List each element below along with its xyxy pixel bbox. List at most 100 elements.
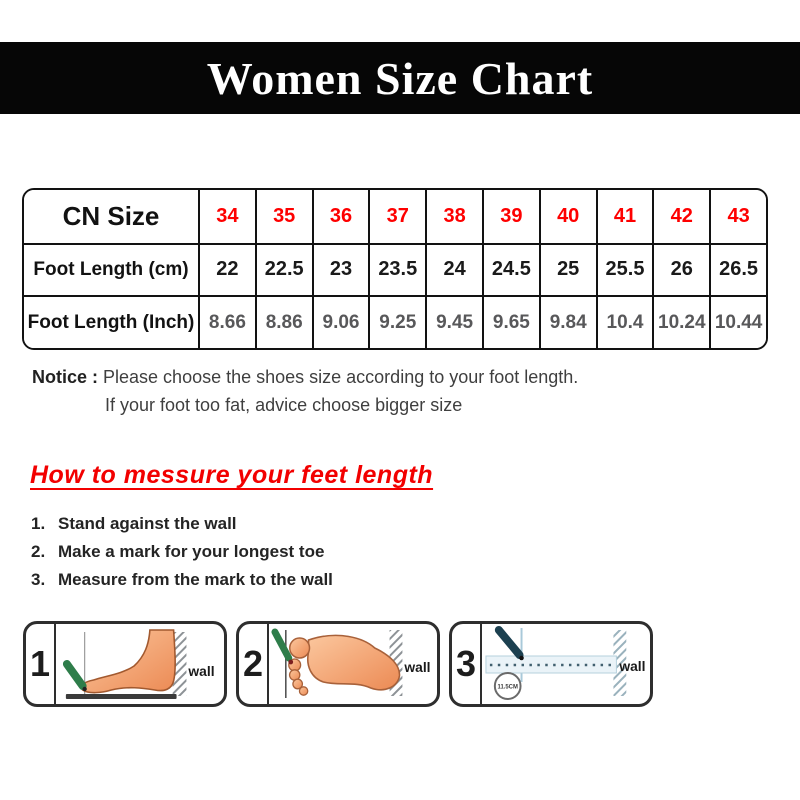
panel-body-3: 11.5CM wall	[482, 624, 650, 704]
row-label-cell: Foot Length (Inch)	[24, 295, 198, 348]
panel-step-2: 2	[236, 621, 440, 707]
step-number: 3.	[31, 570, 46, 589]
panel-step-3: 3 11.5CM wall	[449, 621, 653, 707]
inch-cell: 8.66	[198, 295, 255, 348]
pencil-icon	[494, 626, 524, 659]
inch-cell: 10.24	[652, 295, 710, 348]
inch-value: 9.25	[379, 311, 417, 333]
measure-tape-illustration: 11.5CM wall	[485, 626, 645, 700]
inch-value: 8.66	[208, 311, 246, 333]
cm-cell: 23.5	[368, 242, 426, 296]
inch-cell: 10.4	[595, 295, 653, 348]
inch-cell: 9.06	[311, 295, 369, 348]
page-title: Women Size Chart	[206, 52, 594, 104]
panel-number-1: 1	[26, 624, 56, 704]
wall-label: wall	[618, 658, 645, 674]
notice-line-2: If your foot too fat, advice choose bigg…	[105, 395, 463, 415]
wall-hatch	[613, 630, 627, 696]
measure-steps: 1. Stand against the wall 2. Make a mark f…	[31, 510, 333, 594]
cm-value: 22.5	[264, 258, 304, 281]
table-header-cell: CN Size	[24, 190, 198, 243]
inch-value: 10.4	[606, 311, 644, 333]
ground-bar	[65, 694, 177, 699]
size-cell: 41	[595, 190, 653, 243]
measure-heading: How to messure your feet length	[30, 461, 434, 489]
inch-value: 8.86	[265, 311, 303, 333]
cm-value: 23.5	[378, 258, 418, 281]
cm-cell: 24.5	[481, 242, 539, 296]
cm-cell: 24	[425, 242, 482, 296]
step-item-3: 3. Measure from the mark to the wall	[31, 566, 333, 594]
step-text: Stand against the wall	[58, 514, 237, 533]
step-text: Make a mark for your longest toe	[58, 542, 325, 561]
inch-cell: 9.45	[425, 295, 482, 348]
foot-side-view-illustration: wall	[62, 629, 215, 699]
foot-print-shape	[307, 634, 401, 691]
row-label-cell: Foot Length (cm)	[24, 242, 198, 296]
cm-cell: 25.5	[595, 242, 653, 296]
size-cell: 42	[652, 190, 710, 243]
cm-value: 24	[443, 258, 466, 281]
size-value: 34	[216, 204, 239, 227]
inch-value: 9.06	[322, 311, 360, 333]
wall-hatch	[172, 632, 187, 696]
toe	[298, 686, 309, 696]
cm-cell: 26.5	[709, 242, 766, 296]
size-cell: 39	[481, 190, 539, 243]
size-value: 43	[727, 204, 750, 227]
pencil-tip	[82, 686, 87, 692]
step-number: 1.	[31, 514, 46, 533]
pencil-tip	[519, 655, 524, 661]
big-toe	[289, 637, 311, 659]
size-chart-table: CN Size 34 35 36 37 38 39 40 41 42 43 Fo…	[22, 188, 768, 350]
panel-body-2: wall	[269, 624, 437, 704]
cn-size-label: CN Size	[62, 200, 160, 231]
pencil-icon	[62, 660, 87, 690]
size-value: 41	[613, 204, 637, 227]
step-item-2: 2. Make a mark for your longest toe	[31, 538, 333, 566]
foot-side-shape	[80, 629, 176, 694]
inch-cell: 8.86	[254, 295, 312, 348]
toe	[292, 678, 304, 690]
inch-cell: 9.84	[538, 295, 596, 348]
step-text: Measure from the mark to the wall	[58, 570, 333, 589]
inch-value: 9.45	[436, 311, 474, 333]
notice-label: Notice :	[32, 367, 99, 387]
foot-length-cm-label: Foot Length (cm)	[33, 258, 189, 280]
panel-number-3: 3	[452, 624, 482, 704]
inch-value: 10.24	[658, 311, 706, 333]
size-value: 35	[273, 204, 296, 227]
size-cell: 36	[311, 190, 369, 243]
size-value: 40	[557, 204, 580, 227]
cm-cell: 23	[311, 242, 369, 296]
size-value: 42	[670, 204, 693, 227]
size-cell: 34	[198, 190, 255, 243]
pencil-tip	[288, 659, 294, 665]
inch-value: 9.65	[492, 311, 530, 333]
size-cell: 38	[425, 190, 482, 243]
notice-text-1: Please choose the shoes size according t…	[103, 367, 579, 387]
cm-cell: 22	[198, 242, 255, 296]
measurement-circle	[493, 672, 522, 700]
panel-step-1: 1 wall	[23, 621, 227, 707]
wall-label: wall	[187, 663, 214, 679]
step-item-1: 1. Stand against the wall	[31, 510, 333, 538]
pencil-icon	[271, 628, 293, 662]
size-cell: 35	[254, 190, 312, 243]
size-value: 39	[500, 204, 523, 227]
size-value: 36	[329, 204, 353, 227]
footprint-illustration: wall	[271, 628, 431, 698]
inch-value: 10.44	[714, 311, 763, 333]
cm-value: 26	[670, 258, 693, 281]
measure-illustrations: 1 wall	[23, 621, 653, 707]
cm-value: 25	[557, 258, 580, 281]
size-cell: 43	[709, 190, 766, 243]
cm-value: 22	[216, 258, 239, 281]
size-value: 37	[386, 204, 409, 227]
inch-cell: 10.44	[709, 295, 766, 348]
title-banner: Women Size Chart	[0, 42, 800, 114]
size-cell: 37	[368, 190, 426, 243]
cm-cell: 26	[652, 242, 710, 296]
tape-band	[485, 655, 617, 674]
inch-value: 9.84	[549, 311, 587, 333]
